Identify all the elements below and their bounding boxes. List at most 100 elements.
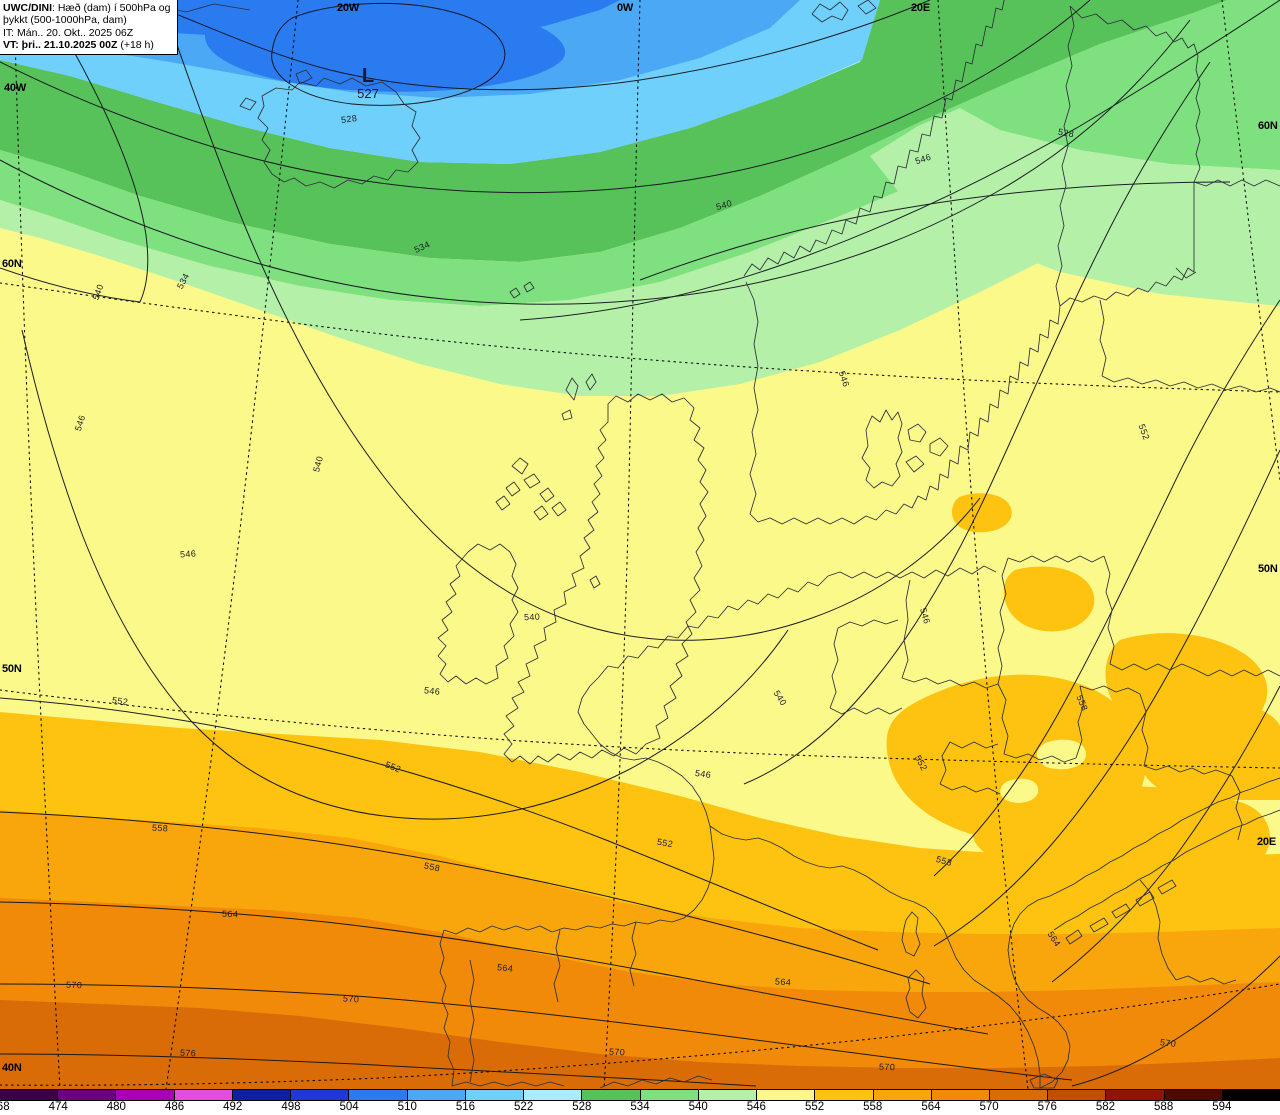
- colorbar-swatch[interactable]: [232, 1090, 292, 1100]
- info-line-4: VT: þri.. 21.10.2025 00Z (+18 h): [3, 39, 174, 51]
- info-line-3: IT: Mán.. 20. Okt.. 2025 06Z: [3, 27, 174, 39]
- colorbar-tick-label: 546: [746, 1101, 766, 1113]
- colorbar-swatch[interactable]: [524, 1090, 583, 1100]
- colorbar-tick-labels: 468 474 480 486 492 498 504 510 516 522 528 534 540 5…: [0, 1101, 1280, 1115]
- colorbar-swatch[interactable]: [0, 1090, 59, 1100]
- colorbar-tick-label: 594: [1212, 1101, 1232, 1113]
- graticule-lines: [0, 0, 1280, 1089]
- it-label: IT:: [3, 26, 15, 39]
- info-line-2: þykkt (500-1000hPa, dam): [3, 14, 127, 27]
- grid-label-50n-left: 50N: [2, 663, 22, 675]
- contour-label: 540: [523, 611, 541, 623]
- colorbar-tick-label: 528: [572, 1101, 592, 1113]
- colorbar-tick-label: 480: [106, 1101, 126, 1113]
- map-canvas[interactable]: 528 534 534 540 540 546 546 540 546 540 546 540 546 5…: [0, 0, 1280, 1089]
- fill-band-534-540-ne: [960, 0, 1280, 170]
- fill-patch-denmark: [952, 493, 1012, 533]
- contour-label: 546: [179, 548, 197, 560]
- colorbar-tick-label: 576: [1037, 1101, 1057, 1113]
- colorbar-swatch[interactable]: [640, 1090, 699, 1100]
- fill-spot-pale-2: [1000, 778, 1039, 803]
- colorbar-tick-label: 510: [397, 1101, 417, 1113]
- contour-label: 570: [608, 1046, 626, 1058]
- colorbar-swatch[interactable]: [757, 1090, 816, 1100]
- colorbar-tick-label: 582: [1095, 1101, 1116, 1113]
- it-value: Mán.. 20. Okt.. 2025 06Z: [14, 26, 134, 39]
- fill-band-540-546: [0, 40, 1280, 396]
- colorbar-swatch[interactable]: [174, 1090, 233, 1100]
- fill-patch-balkan: [972, 785, 1270, 885]
- colorbar[interactable]: 468 474 480 486 492 498 504 510 516 522 528 534 540 5…: [0, 1089, 1280, 1115]
- colorbar-swatch[interactable]: [1106, 1090, 1165, 1100]
- colorbar-swatch[interactable]: [1222, 1090, 1280, 1100]
- colorbar-tick-label: 516: [455, 1101, 476, 1113]
- colorbar-swatch[interactable]: [58, 1090, 117, 1100]
- colorbar-tick-label: 570: [979, 1101, 999, 1113]
- contour-label: 576: [179, 1047, 197, 1059]
- grid-label-0w-top: 0W: [617, 2, 634, 14]
- colorbar-tick-label: 492: [223, 1101, 243, 1113]
- colorbar-strip[interactable]: [0, 1089, 1280, 1101]
- low-symbol: L: [361, 65, 375, 87]
- fill-patch-alps-1: [1003, 566, 1095, 632]
- grid-label-20e-top: 20E: [911, 2, 930, 14]
- fill-band-504-510-lobe: [205, 0, 566, 92]
- contour-label: 570: [878, 1061, 896, 1073]
- low-pressure-center: L 527: [350, 66, 386, 101]
- colorbar-tick-label: 540: [688, 1101, 708, 1113]
- colorbar-swatch[interactable]: [815, 1090, 874, 1100]
- colorbar-swatch[interactable]: [873, 1090, 932, 1100]
- chart-info-box: UWC/DINI: Hæð (dam) í 500hPa og þykkt (5…: [0, 0, 178, 56]
- colorbar-swatch[interactable]: [931, 1090, 990, 1100]
- height-contours: [0, 0, 1280, 1087]
- grid-label-60n-left: 60N: [2, 258, 22, 270]
- vt-label: VT:: [3, 38, 19, 51]
- vt-suffix: (+18 h): [117, 38, 154, 51]
- colorbar-tick-label: 534: [630, 1101, 650, 1113]
- vt-value: þri.. 21.10.2025 00Z: [18, 38, 118, 51]
- contour-label: 564: [774, 976, 792, 988]
- contour-label: 570: [342, 993, 360, 1005]
- colorbar-tick-label: 522: [514, 1101, 534, 1113]
- colorbar-tick-label: 486: [164, 1101, 185, 1113]
- colorbar-swatch[interactable]: [291, 1090, 350, 1100]
- colorbar-swatch[interactable]: [989, 1090, 1049, 1100]
- colorbar-swatch[interactable]: [465, 1090, 525, 1100]
- colorbar-swatch[interactable]: [349, 1090, 408, 1100]
- contour-label: 546: [423, 685, 441, 697]
- colorbar-swatch[interactable]: [1048, 1090, 1107, 1100]
- colorbar-swatch[interactable]: [116, 1090, 175, 1100]
- fill-band-570-576: [0, 1000, 1280, 1089]
- fill-band-540-546-ne: [870, 108, 1280, 306]
- fill-spot-pale-1: [1036, 739, 1086, 770]
- colorbar-tick-label: 474: [48, 1101, 68, 1113]
- contour-label: 564: [496, 962, 514, 974]
- grid-label-40n-left: 40N: [2, 1062, 22, 1074]
- grid-label-20w-top: 20W: [337, 2, 360, 14]
- contour-label: 564: [221, 908, 239, 920]
- coastlines: [0, 0, 1280, 1089]
- colorbar-swatch[interactable]: [582, 1090, 641, 1100]
- grid-label-60n-right: 60N: [1258, 120, 1278, 132]
- colorbar-tick-label: 552: [804, 1101, 825, 1113]
- contour-label: 552: [111, 694, 129, 708]
- info-line-1: UWC/DINI: Hæð (dam) í 500hPa og: [3, 2, 171, 14]
- grid-label-50n-right: 50N: [1258, 563, 1278, 575]
- colorbar-tick-label: 468: [0, 1101, 10, 1113]
- colorbar-tick-label: 564: [921, 1101, 941, 1113]
- grid-label-20e-right: 20E: [1257, 836, 1276, 848]
- contour-label: 558: [151, 822, 169, 834]
- model-name: UWC/DINI: [3, 2, 52, 14]
- fill-patch-alps-4: [1132, 696, 1280, 800]
- colorbar-swatch[interactable]: [407, 1090, 466, 1100]
- colorbar-swatch[interactable]: [1164, 1090, 1223, 1100]
- contour-label: 570: [65, 979, 83, 991]
- contour-label: 546: [694, 767, 712, 781]
- colorbar-tick-label: 498: [281, 1101, 301, 1113]
- colorbar-tick-label: 504: [339, 1101, 359, 1113]
- colorbar-swatch[interactable]: [698, 1090, 758, 1100]
- low-value: 527: [357, 86, 379, 101]
- colorbar-tick-label: 558: [863, 1101, 883, 1113]
- contour-label: 570: [1159, 1037, 1177, 1049]
